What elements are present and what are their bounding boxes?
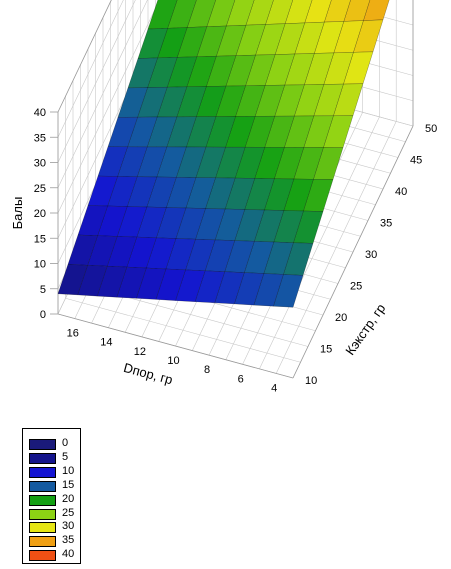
legend-item: 20 — [29, 492, 79, 506]
legend-label: 5 — [62, 450, 69, 463]
legend-swatch — [29, 494, 56, 506]
legend-label: 20 — [62, 492, 75, 505]
side-wall-grid-line — [57, 0, 136, 163]
side-wall-grid-line — [57, 0, 148, 188]
legend-item: 25 — [29, 506, 79, 520]
y-tick-label: 25 — [350, 281, 362, 293]
z-tick-label: 40 — [34, 107, 46, 119]
legend-label: 30 — [62, 520, 75, 533]
y-tick-label: 10 — [305, 375, 317, 387]
floor-grid-line — [65, 297, 301, 363]
y-tick-label: 35 — [380, 218, 392, 230]
x-tick-label: 8 — [204, 364, 210, 376]
legend-item: 15 — [29, 478, 79, 492]
x-tick-label: 16 — [67, 328, 79, 340]
y-tick-label: 20 — [335, 312, 347, 324]
legend-item: 40 — [29, 548, 79, 562]
surface-patch — [57, 264, 88, 296]
legend-swatch — [29, 550, 56, 562]
legend-label: 0 — [62, 437, 69, 449]
y-tick-label: 30 — [365, 249, 377, 261]
z-tick-label: 5 — [40, 284, 46, 296]
legend-swatch — [29, 536, 56, 548]
axis-box-edge — [292, 125, 414, 379]
legend-label: 10 — [62, 464, 75, 477]
y-tick-label: 40 — [395, 186, 407, 198]
y-tick-label: 45 — [410, 155, 422, 167]
legend: 0 5 10 15 20 25 30 35 40 — [22, 428, 81, 564]
z-axis-label: Балы — [10, 197, 25, 230]
legend-item: 10 — [29, 464, 79, 478]
z-tick-label: 20 — [34, 208, 46, 220]
legend-label: 40 — [62, 548, 75, 561]
z-tick-label: 25 — [34, 183, 46, 195]
axis-box-edge — [57, 313, 294, 379]
surface-chart: 0 5 10 15 20 25 30 35 40 16 14 12 10 8 6 4 10 15 20 25 30 35 4… — [10, 0, 437, 394]
z-tick-label: 0 — [40, 309, 46, 321]
y-tick-label: 15 — [320, 344, 332, 356]
legend-item: 5 — [29, 450, 79, 464]
legend-label: 35 — [62, 534, 75, 547]
legend-swatch — [29, 466, 56, 478]
x-tick-label: 14 — [100, 337, 112, 349]
legend-label: 25 — [62, 506, 75, 519]
legend-item: 30 — [29, 520, 79, 534]
z-tick-label: 35 — [34, 132, 46, 144]
legend-swatch — [29, 480, 56, 492]
x-tick-label: 12 — [134, 346, 146, 358]
x-tick-label: 10 — [167, 355, 179, 367]
legend-swatch — [29, 508, 56, 520]
x-tick-label: 4 — [271, 382, 277, 394]
legend-swatch — [29, 439, 56, 450]
y-tick-label: 50 — [425, 123, 437, 135]
z-tick-label: 30 — [34, 158, 46, 170]
legend-item: 35 — [29, 534, 79, 548]
z-tick-label: 15 — [34, 233, 46, 245]
side-wall-grid-line — [57, 0, 124, 138]
y-axis-label: Кэкстр, гр — [342, 301, 388, 358]
z-tick-label: 10 — [34, 259, 46, 271]
legend-swatch — [29, 452, 56, 464]
legend-label: 15 — [62, 478, 75, 491]
legend-swatch — [29, 522, 56, 534]
legend-item: 0 — [29, 437, 79, 450]
axis-box-edge — [57, 0, 112, 113]
x-tick-label: 6 — [238, 373, 244, 385]
